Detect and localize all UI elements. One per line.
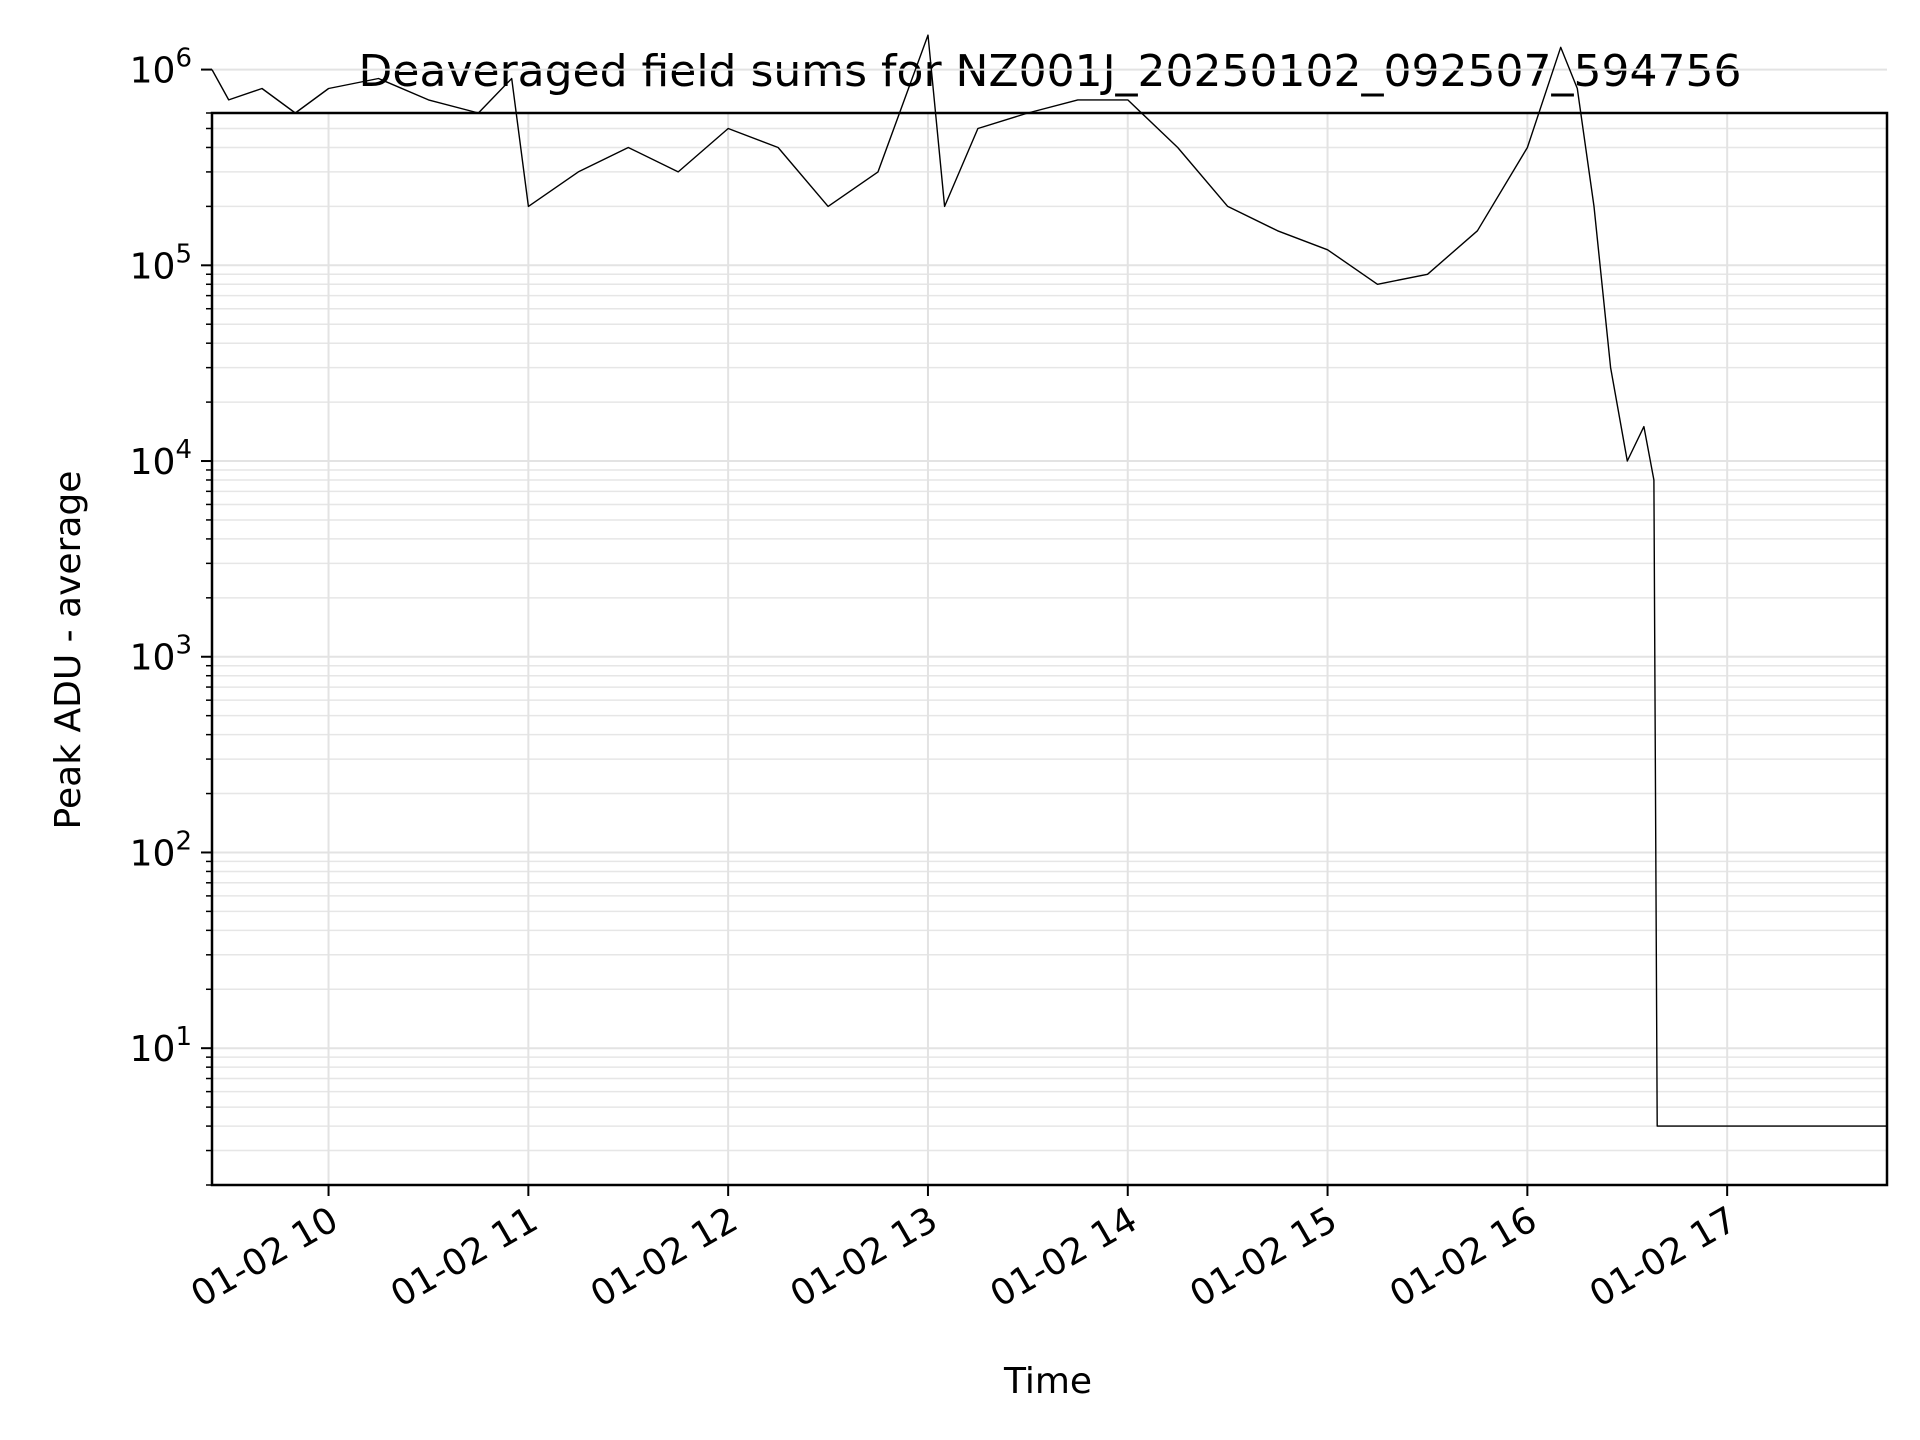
y-tick-label: 101 xyxy=(130,1022,192,1070)
y-tick-label: 104 xyxy=(130,435,192,483)
x-tick-label: 01-02 16 xyxy=(1383,1199,1544,1315)
chart-title: Deaveraged field sums for NZ001J_2025010… xyxy=(359,46,1742,97)
y-tick-label: 103 xyxy=(130,631,192,679)
major-gridlines xyxy=(212,68,1887,1185)
x-tick-label: 01-02 12 xyxy=(584,1199,745,1315)
x-tick-label: 01-02 11 xyxy=(384,1199,545,1315)
y-tick-label: 102 xyxy=(130,826,192,874)
x-tick-label: 01-02 17 xyxy=(1583,1199,1744,1315)
y-axis-label: Peak ADU - average xyxy=(48,471,89,830)
x-axis-label: Time xyxy=(1003,1361,1092,1402)
x-axis: 01-02 10 01-02 11 01-02 12 01-02 13 01-02 14… xyxy=(184,1185,1744,1316)
x-tick-label: 01-02 14 xyxy=(984,1199,1145,1315)
x-tick-label: 01-02 13 xyxy=(784,1199,945,1315)
series-line xyxy=(211,34,1887,1127)
y-tick-label: 105 xyxy=(130,239,192,287)
x-tick-label: 01-02 15 xyxy=(1183,1199,1344,1315)
x-tick-label: 01-02 10 xyxy=(184,1199,345,1315)
y-tick-label: 106 xyxy=(130,44,192,92)
y-axis: 101 102 103 104 105 106 xyxy=(130,44,212,1186)
minor-gridlines xyxy=(212,112,1887,1186)
plot-area xyxy=(210,111,1889,1187)
